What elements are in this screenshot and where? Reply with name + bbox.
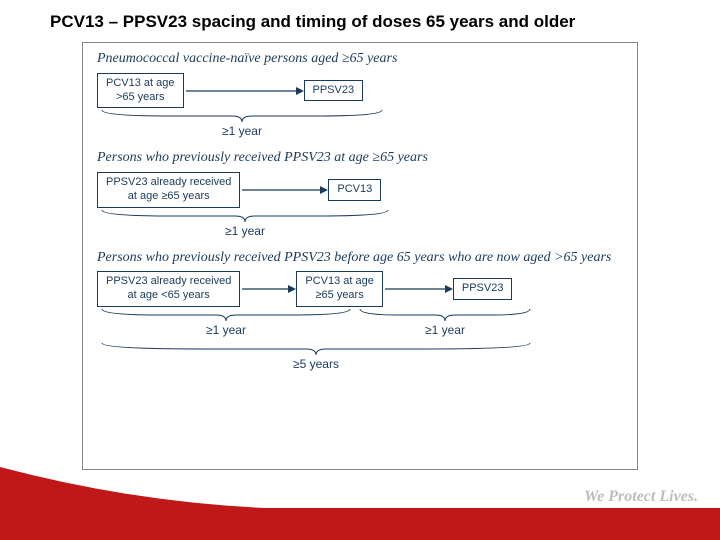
box-ppsv23-prior: PPSV23 already receivedat age ≥65 years — [97, 172, 240, 208]
tagline: We Protect Lives. — [584, 488, 698, 506]
box-ppsv23: PPSV23 — [304, 80, 364, 102]
section-prior-before65: Persons who previously received PPSV23 b… — [97, 250, 623, 371]
footer-swoosh — [0, 467, 340, 512]
box-ppsv23-prior: PPSV23 already receivedat age <65 years — [97, 271, 240, 307]
section-naive: Pneumococcal vaccine-naïve persons aged … — [97, 51, 623, 138]
arrow-icon — [240, 283, 296, 295]
box-ppsv23: PPSV23 — [453, 278, 513, 300]
brace-icon — [97, 208, 393, 224]
brace-label: ≥1 year — [97, 323, 355, 337]
section-prior-65plus: Persons who previously received PPSV23 a… — [97, 150, 623, 237]
brace-icon — [97, 108, 387, 124]
arrow-icon — [383, 283, 453, 295]
brace-icon — [97, 307, 355, 323]
section-header: Persons who previously received PPSV23 b… — [97, 250, 623, 267]
box-pcv13: PCV13 at age>65 years — [97, 73, 184, 109]
arrow-icon — [184, 85, 304, 97]
brace-label: ≥5 years — [97, 357, 535, 371]
flow-row: PPSV23 already receivedat age ≥65 years … — [97, 172, 623, 208]
brace-label: ≥1 year — [97, 124, 387, 138]
footer-bar — [0, 508, 720, 540]
brace-label: ≥1 year — [97, 224, 393, 238]
section-header: Pneumococcal vaccine-naïve persons aged … — [97, 51, 623, 68]
diagram-frame: Pneumococcal vaccine-naïve persons aged … — [82, 42, 638, 470]
flow-row: PPSV23 already receivedat age <65 years … — [97, 271, 623, 307]
flow-row: PCV13 at age>65 years PPSV23 — [97, 73, 623, 109]
arrow-icon — [240, 184, 328, 196]
page-title: PCV13 – PPSV23 spacing and timing of dos… — [0, 0, 720, 40]
brace-icon — [355, 307, 535, 323]
box-pcv13: PCV13 — [328, 179, 381, 201]
brace-icon — [97, 341, 535, 357]
section-header: Persons who previously received PPSV23 a… — [97, 150, 623, 167]
brace-label: ≥1 year — [355, 323, 535, 337]
box-pcv13-65: PCV13 at age≥65 years — [296, 271, 383, 307]
